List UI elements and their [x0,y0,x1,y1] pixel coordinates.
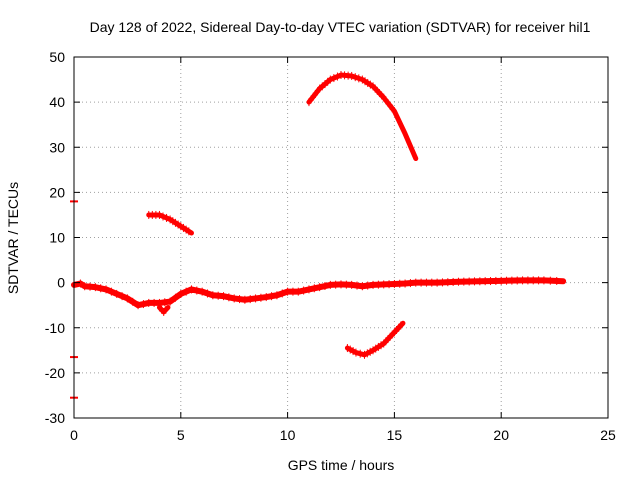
y-tick-label: 50 [49,49,65,65]
series-arc-at-15-tecu [146,210,194,236]
y-tick-label: 10 [49,230,65,246]
y-tick-label: -20 [45,365,65,381]
y-tick-label: -10 [45,320,65,336]
series-line [71,277,567,309]
series-near-zero-band [71,276,567,310]
y-tick-label: 20 [49,184,65,200]
y-tick-label: 0 [57,275,65,291]
x-tick-label: 15 [387,427,403,443]
y-tick-label: 40 [49,94,65,110]
y-axis-title: SDTVAR / TECUs [5,182,21,294]
series-upper-arc [306,71,419,162]
x-axis-title: GPS time / hours [288,457,395,473]
series-dip-at-4-h [156,303,171,316]
series-lower-arc [344,320,406,359]
x-tick-label: 0 [70,427,78,443]
x-tick-label: 25 [600,427,616,443]
grid [74,57,608,418]
data-series [70,71,567,399]
x-tick-label: 20 [493,427,509,443]
axis-ticks: 0 5 10 15 20 25 -30 -20 -10 0 10 20 30 40 50 [45,49,616,443]
x-tick-label: 5 [177,427,185,443]
x-tick-label: 10 [280,427,296,443]
chart-title: Day 128 of 2022, Sidereal Day-to-day VTE… [90,19,591,35]
y-tick-label: -30 [45,410,65,426]
y-tick-label: 30 [49,139,65,155]
